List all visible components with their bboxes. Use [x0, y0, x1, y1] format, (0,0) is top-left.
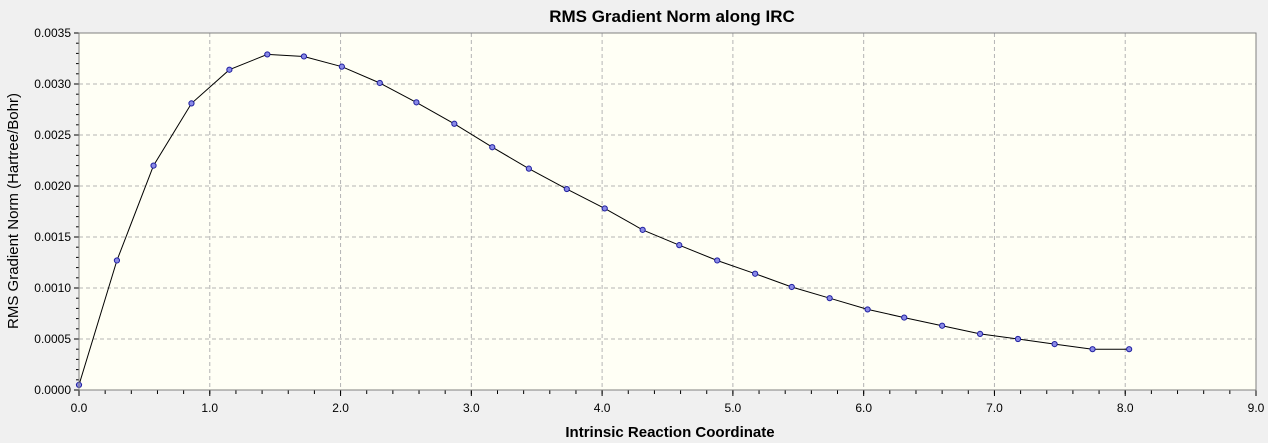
y-tick-label: 0.0015 [34, 230, 71, 244]
y-tick-label: 0.0030 [34, 77, 71, 91]
data-point [1126, 346, 1133, 353]
data-point [788, 283, 795, 291]
chart-title: RMS Gradient Norm along IRC [549, 7, 795, 26]
y-tick-label: 0.0010 [34, 281, 71, 295]
data-point [752, 270, 759, 277]
x-tick-label: 5.0 [725, 401, 742, 415]
y-axis: 0.0000 0.0005 0.0010 0.0015 0.0020 0.0025 0.00… [34, 26, 79, 397]
x-tick-label: 4.0 [594, 401, 611, 415]
x-tick-label: 6.0 [855, 401, 872, 415]
x-tick-label: 1.0 [201, 401, 218, 415]
y-tick-label: 0.0005 [34, 332, 71, 346]
y-tick-label: 0.0020 [34, 179, 71, 193]
data-point [264, 51, 271, 58]
x-tick-label: 8.0 [1117, 401, 1134, 415]
data-point [338, 63, 345, 70]
x-tick-label: 3.0 [463, 401, 480, 415]
data-point [300, 53, 308, 60]
data-point [113, 257, 121, 264]
data-point [1014, 335, 1022, 343]
data-point [864, 306, 871, 313]
data-point [563, 185, 570, 193]
data-point [1051, 341, 1058, 348]
data-point [826, 295, 833, 302]
data-point [226, 66, 233, 73]
x-tick-label: 7.0 [986, 401, 1003, 415]
data-point [601, 205, 608, 212]
data-point [525, 165, 532, 172]
series [75, 51, 1133, 388]
data-point [376, 79, 383, 87]
data-point [150, 162, 157, 169]
plot-area [79, 33, 1256, 390]
data-point [489, 144, 496, 151]
data-point [639, 226, 646, 233]
x-tick-label: 0.0 [71, 401, 88, 415]
data-point [714, 257, 721, 264]
y-axis-label: RMS Gradient Norm (Hartree/Bohr) [5, 93, 22, 329]
data-point [451, 120, 458, 127]
data-point [939, 322, 946, 329]
x-axis: 0.0 1.0 2.0 3.0 4.0 5.0 6.0 7.0 8.0 9.0 [71, 390, 1265, 415]
x-axis-label: Intrinsic Reaction Coordinate [565, 424, 774, 441]
x-tick-label: 2.0 [332, 401, 349, 415]
data-point [188, 100, 195, 107]
data-point [976, 330, 984, 337]
y-tick-label: 0.0025 [34, 128, 71, 142]
data-point [413, 99, 420, 106]
x-tick-label: 9.0 [1248, 401, 1265, 415]
plot-frame [78, 32, 1257, 391]
data-point [1089, 346, 1096, 353]
y-tick-label: 0.0035 [34, 26, 71, 40]
grid [79, 33, 1256, 390]
data-point [901, 314, 908, 321]
data-point [676, 242, 683, 249]
y-tick-label: 0.0000 [34, 383, 71, 397]
